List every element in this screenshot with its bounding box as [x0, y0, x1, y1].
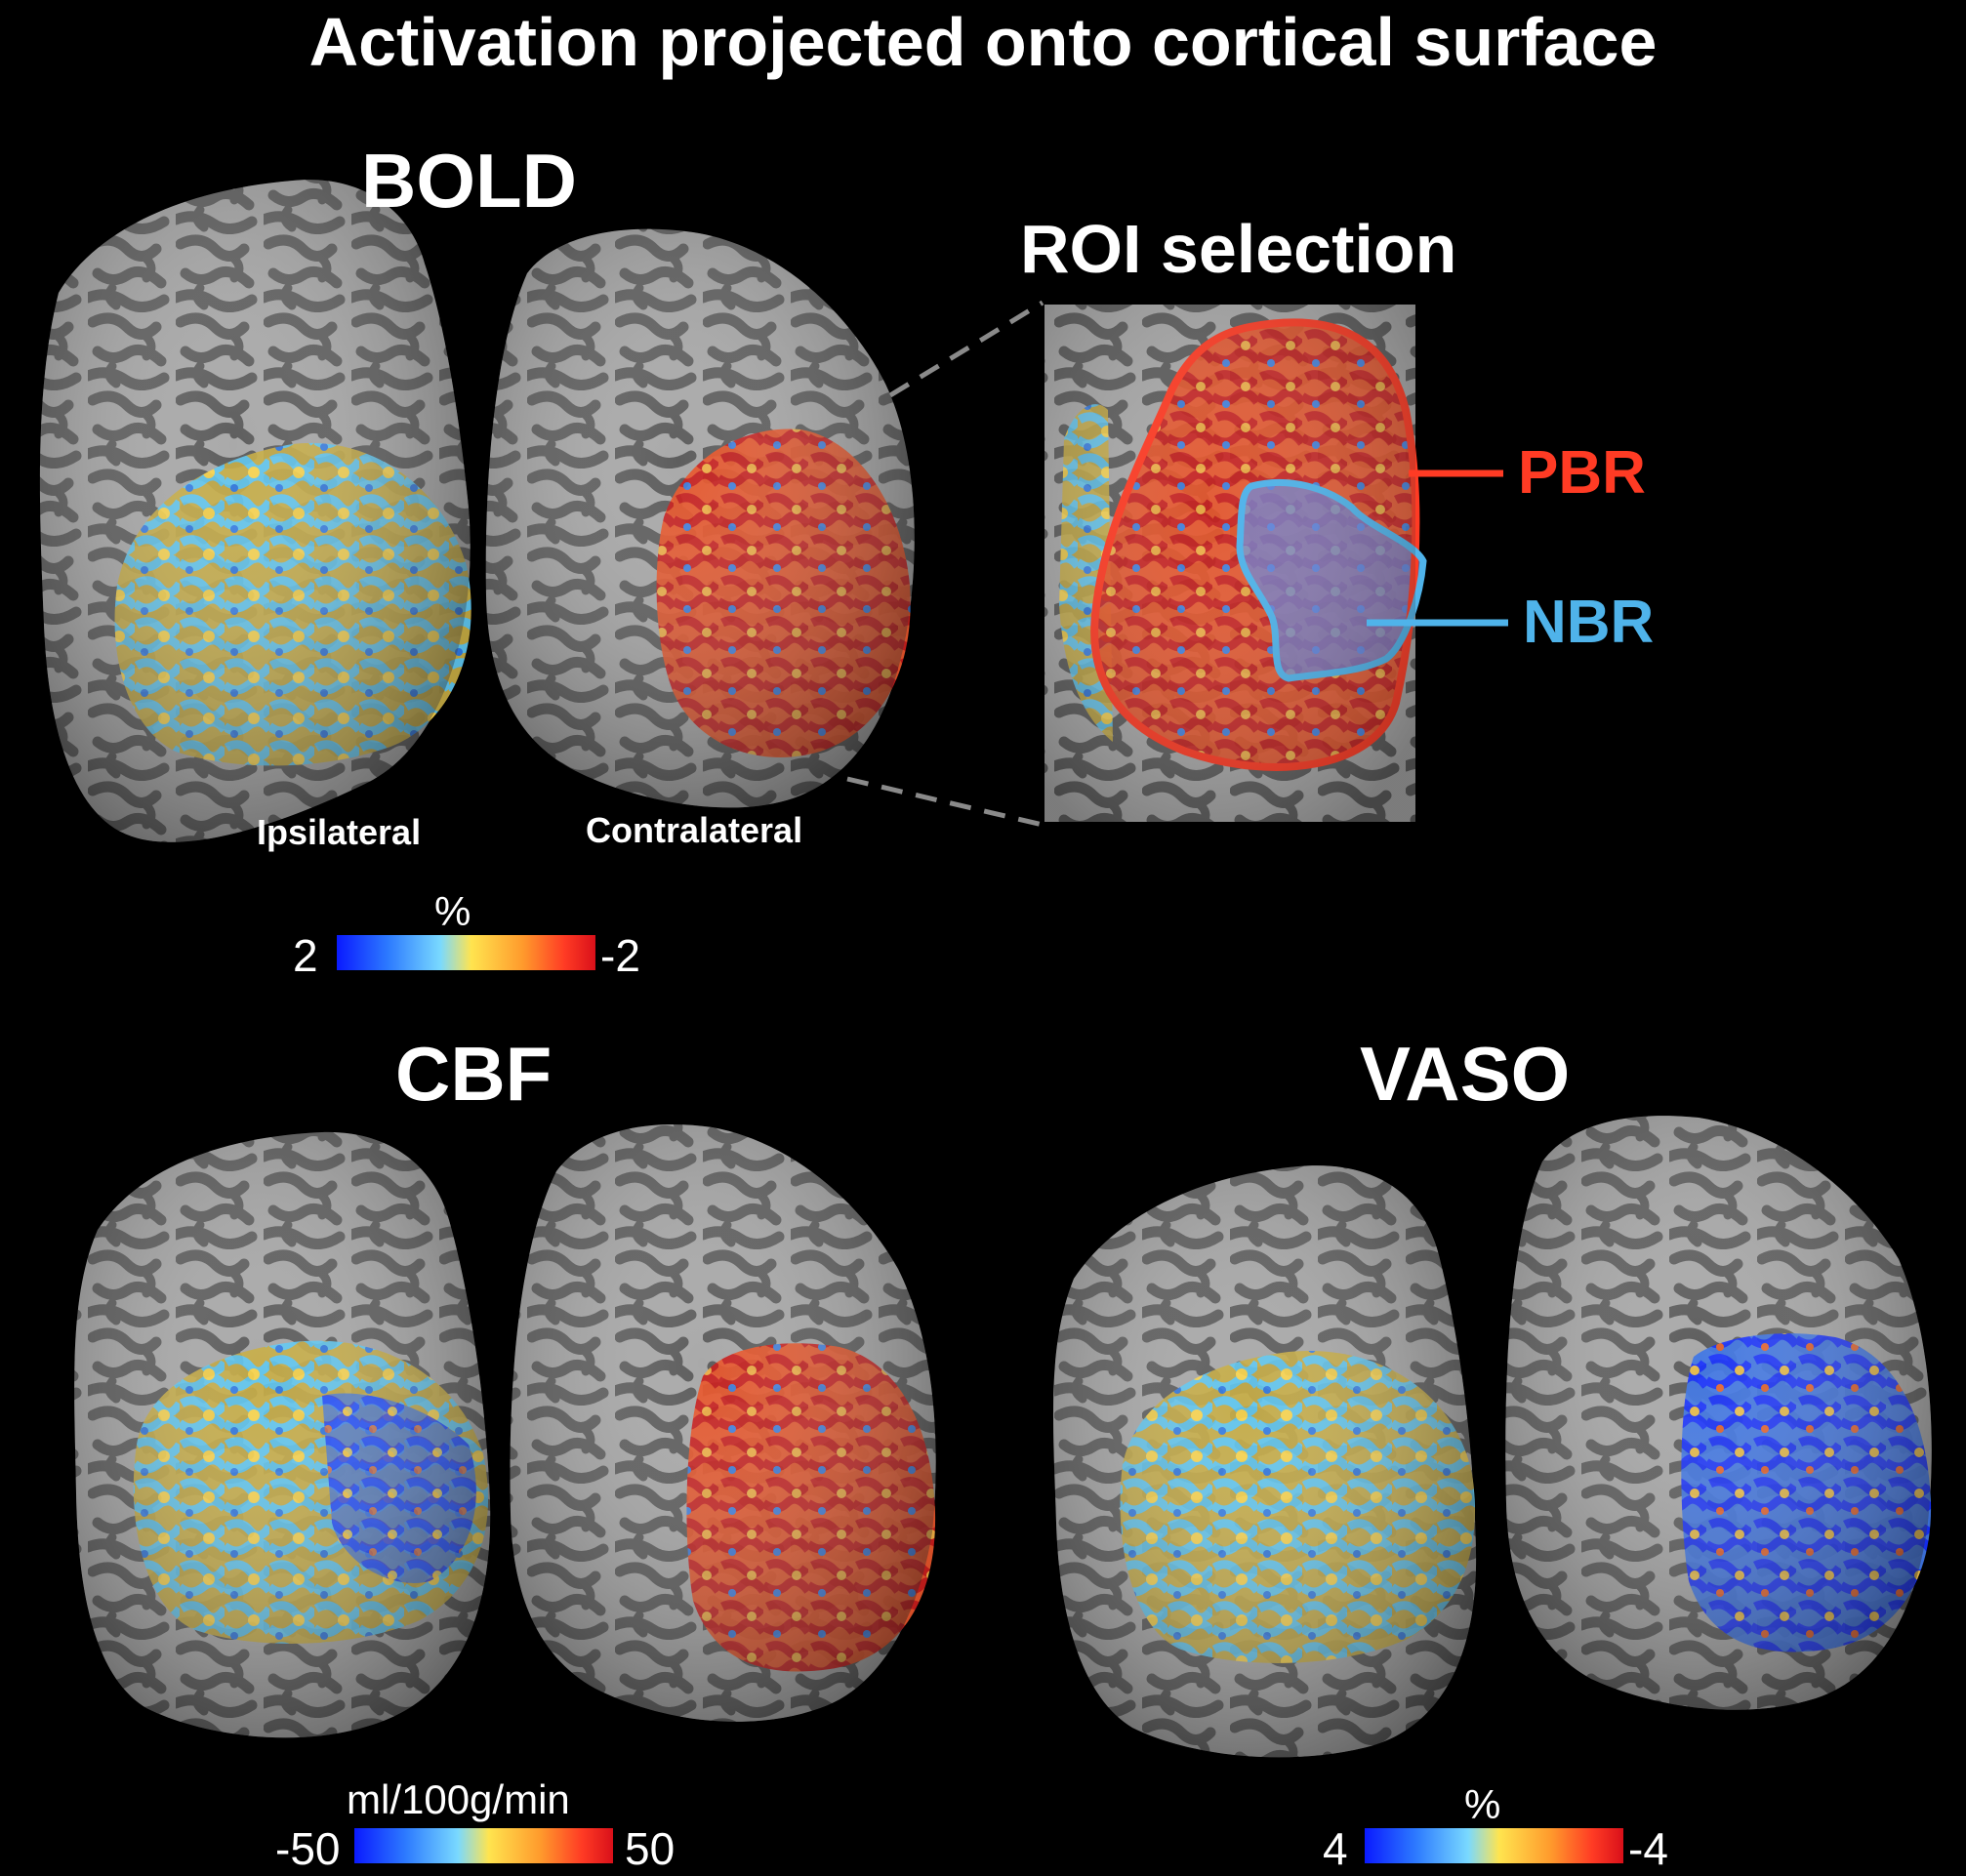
vaso-colorbar-unit: % [1464, 1781, 1501, 1827]
cbf-colorbar-min-label: -50 [275, 1823, 341, 1874]
vaso-panel-title: VASO [1360, 1031, 1571, 1117]
zoom-line-bottom [846, 776, 1044, 828]
zoom-line-top [888, 300, 1044, 398]
vaso-ipsilateral-hemisphere [1052, 1165, 1477, 1758]
bold-ipsilateral-hemisphere [39, 180, 471, 842]
bold-colorbar-max-label: -2 [600, 930, 640, 981]
cbf-panel-title: CBF [395, 1031, 553, 1117]
roi-panel-title: ROI selection [1020, 211, 1457, 287]
cbf-colorbar-max-label: 50 [625, 1823, 676, 1874]
cbf-colorbar [354, 1828, 613, 1863]
vaso-colorbar [1365, 1828, 1623, 1863]
ipsilateral-label: Ipsilateral [257, 812, 422, 852]
cbf-ipsilateral-hemisphere [74, 1131, 491, 1738]
vaso-colorbar-max-label: -4 [1628, 1823, 1668, 1874]
figure-title: Activation projected onto cortical surfa… [308, 4, 1658, 80]
cbf-contralateral-hemisphere [510, 1124, 936, 1722]
bold-colorbar-min-label: 2 [293, 930, 318, 981]
bold-colorbar-unit: % [434, 888, 471, 934]
vaso-colorbar-min-label: 4 [1323, 1823, 1348, 1874]
cbf-colorbar-unit: ml/100g/min [347, 1776, 570, 1822]
bold-colorbar [337, 935, 595, 970]
bold-panel-title: BOLD [361, 138, 577, 224]
vaso-contralateral-hemisphere [1505, 1116, 1932, 1710]
bold-contralateral-hemisphere [485, 228, 915, 808]
nbr-label: NBR [1523, 589, 1655, 656]
pbr-label: PBR [1518, 439, 1646, 507]
roi-zoom-panel [1044, 305, 1508, 822]
contralateral-label: Contralateral [586, 810, 803, 850]
